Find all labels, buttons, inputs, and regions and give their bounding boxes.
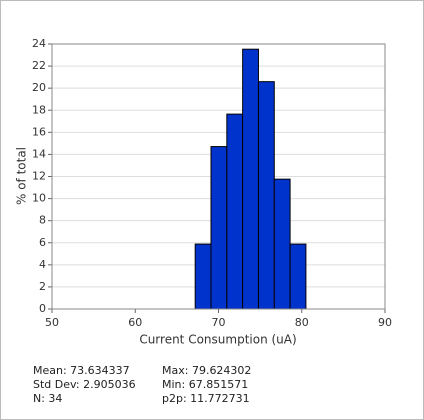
y-tick-label: 24 bbox=[32, 37, 46, 50]
stat: Mean: 73.634337 bbox=[33, 364, 130, 377]
y-tick-label: 10 bbox=[32, 192, 46, 205]
x-tick-label: 80 bbox=[295, 316, 309, 329]
y-tick-label: 16 bbox=[32, 125, 46, 138]
stat: Std Dev: 2.905036 bbox=[33, 378, 136, 391]
x-tick-label: 70 bbox=[212, 316, 226, 329]
y-tick-label: 2 bbox=[39, 280, 46, 293]
bar bbox=[226, 113, 244, 310]
stat: p2p: 11.772731 bbox=[162, 392, 250, 405]
bar bbox=[194, 243, 212, 310]
x-tick-label: 50 bbox=[45, 316, 59, 329]
bar bbox=[289, 243, 307, 310]
bar bbox=[273, 178, 291, 310]
x-tick-label: 90 bbox=[378, 316, 392, 329]
plot-frame bbox=[51, 43, 386, 310]
stat: Min: 67.851571 bbox=[162, 378, 249, 391]
y-tick-label: 8 bbox=[39, 214, 46, 227]
y-tick-label: 4 bbox=[39, 258, 46, 271]
x-tick-label: 60 bbox=[128, 316, 142, 329]
y-axis-label: % of total bbox=[15, 147, 29, 205]
y-tick-label: 20 bbox=[32, 81, 46, 94]
y-tick-label: 22 bbox=[32, 59, 46, 72]
y-tick-label: 12 bbox=[32, 170, 46, 183]
stat: Max: 79.624302 bbox=[162, 364, 252, 377]
y-tick-label: 0 bbox=[39, 302, 46, 315]
bar bbox=[257, 81, 275, 310]
stats-right: Max: 79.624302 Min: 67.851571 p2p: 11.77… bbox=[162, 364, 251, 406]
y-tick-label: 18 bbox=[32, 103, 46, 116]
stats-left: Mean: 73.634337 Std Dev: 2.905036 N: 34 bbox=[33, 364, 136, 406]
y-tick-label: 6 bbox=[39, 236, 46, 249]
bar bbox=[242, 48, 259, 310]
x-axis-label: Current Consumption (uA) bbox=[139, 333, 296, 347]
bar bbox=[210, 146, 228, 310]
stat: N: 34 bbox=[33, 392, 63, 405]
y-tick-label: 14 bbox=[32, 147, 46, 160]
